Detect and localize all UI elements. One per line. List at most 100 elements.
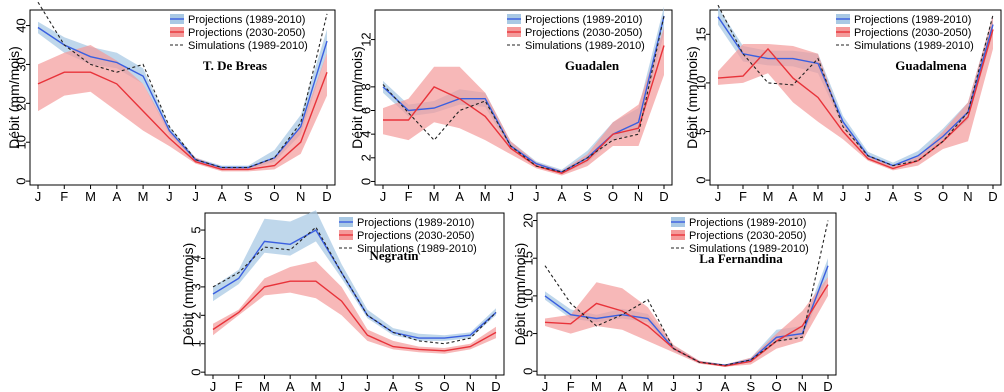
x-tick-label: F — [235, 379, 243, 392]
x-tick-label: A — [557, 189, 566, 204]
station-title: Guadalen — [565, 58, 620, 73]
legend-label: Simulations (1989-2010) — [689, 243, 809, 255]
x-tick-label: D — [659, 189, 668, 204]
chart-panel-5: 0 5 10 15 20 J F M A M J J A S O N D Débit (mm/mois) Proje… — [512, 212, 837, 392]
y-tick-label: 0 — [14, 177, 29, 184]
x-tick-label: S — [414, 379, 423, 392]
x-tick-label: J — [670, 379, 677, 392]
legend-label: Projections (2030-2050) — [188, 27, 305, 39]
x-tick-label: J — [166, 189, 173, 204]
legend: Projections (1989-2010)Projections (2030… — [836, 14, 974, 52]
plot-frame — [709, 9, 1002, 186]
x-tick-label: A — [112, 189, 121, 204]
uncertainty-band-proj_fut — [545, 277, 828, 367]
chart-panel-4: 0 1 2 3 4 5 J F M A M J J A S O N D Débit (mm/mois) Project… — [180, 210, 505, 392]
x-tick-label: M — [813, 189, 824, 204]
series-line-sim — [382, 15, 665, 173]
series-line-proj_hist — [717, 16, 994, 167]
y-tick-label: 2 — [359, 154, 374, 161]
y-tick-label: 6 — [359, 107, 374, 114]
y-tick-label: 0 — [359, 178, 374, 185]
x-tick-label: M — [429, 189, 440, 204]
y-tick-label: 1 — [189, 340, 204, 347]
y-tick-label: 0 — [189, 369, 204, 376]
chart-panel-1: 0 10 20 30 40 J F M A M J J A S O N D Débit (mm/mois) Proj… — [6, 1, 336, 204]
uncertainty-band-proj_fut — [213, 261, 496, 354]
y-axis-label: Débit (mm/mois) — [684, 46, 700, 149]
legend-label: Projections (1989-2010) — [188, 14, 305, 26]
legend-label: Projections (2030-2050) — [525, 27, 642, 39]
x-tick-label: A — [389, 379, 398, 392]
y-tick-label: 20 — [521, 213, 536, 227]
plot-frame — [374, 9, 673, 186]
x-tick-label: D — [988, 189, 997, 204]
y-tick-label: 30 — [14, 57, 29, 71]
x-tick-label: A — [618, 379, 627, 392]
series-line-sim — [37, 1, 328, 169]
x-tick-label: O — [938, 189, 948, 204]
x-tick-label: F — [60, 189, 68, 204]
x-tick-label: M — [763, 189, 774, 204]
y-tick-label: 8 — [359, 83, 374, 90]
y-tick-label: 5 — [189, 226, 204, 233]
legend-label: Projections (2030-2050) — [854, 27, 971, 39]
series-line-proj_hist — [212, 229, 497, 339]
x-tick-label: A — [789, 189, 798, 204]
series-line-sim — [544, 220, 829, 366]
station-title: Guadalmena — [895, 58, 967, 73]
y-tick-label: 20 — [14, 96, 29, 110]
x-tick-label: A — [455, 189, 464, 204]
x-tick-label: A — [721, 379, 730, 392]
series-line-proj_hist — [382, 15, 665, 173]
y-axis-label: Débit (mm/mois) — [349, 46, 365, 149]
uncertainty-band-proj_hist — [718, 7, 993, 168]
x-tick-label: A — [889, 189, 898, 204]
x-tick-label: D — [823, 379, 832, 392]
legend-label: Projections (1989-2010) — [689, 217, 806, 229]
legend-label: Projections (2030-2050) — [357, 230, 474, 242]
x-tick-label: J — [338, 379, 345, 392]
y-axis-label: Débit (mm/mois) — [512, 243, 528, 346]
x-tick-label: N — [798, 379, 807, 392]
y-tick-label: 10 — [521, 289, 536, 303]
x-tick-label: O — [269, 189, 279, 204]
x-tick-label: M — [480, 189, 491, 204]
legend-label: Projections (1989-2010) — [525, 14, 642, 26]
y-tick-label: 4 — [189, 255, 204, 262]
x-tick-label: A — [286, 379, 295, 392]
station-title: T. De Breas — [203, 58, 267, 73]
x-tick-label: J — [35, 189, 42, 204]
x-tick-label: M — [85, 189, 96, 204]
x-tick-label: M — [138, 189, 149, 204]
legend-label: Simulations (1989-2010) — [188, 40, 308, 52]
y-tick-label: 0 — [694, 177, 709, 184]
y-tick-label: 4 — [359, 131, 374, 138]
x-tick-label: O — [439, 379, 449, 392]
plot-frame — [204, 212, 505, 376]
x-tick-label: D — [322, 189, 331, 204]
x-tick-label: J — [542, 379, 549, 392]
legend: Projections (1989-2010)Projections (2030… — [507, 14, 645, 52]
y-axis-label: Débit (mm/mois) — [6, 46, 22, 149]
x-tick-label: J — [865, 189, 872, 204]
y-tick-label: 12 — [359, 32, 374, 46]
x-tick-label: J — [696, 379, 703, 392]
y-tick-label: 5 — [694, 128, 709, 135]
y-tick-label: 10 — [14, 135, 29, 149]
legend-label: Simulations (1989-2010) — [357, 243, 477, 255]
uncertainty-band-proj_fut — [383, 27, 664, 176]
x-tick-label: J — [715, 189, 722, 204]
y-tick-label: 15 — [694, 27, 709, 41]
station-title: Negratin — [369, 248, 419, 263]
x-tick-label: M — [259, 379, 270, 392]
legend-label: Projections (2030-2050) — [689, 230, 806, 242]
legend: Projections (1989-2010)Projections (2030… — [339, 217, 477, 255]
series-line-proj_fut — [544, 284, 829, 367]
x-tick-label: J — [364, 379, 371, 392]
x-tick-label: M — [642, 379, 653, 392]
uncertainty-band-proj_fut — [718, 14, 993, 171]
y-tick-label: 2 — [189, 312, 204, 319]
x-tick-label: F — [739, 189, 747, 204]
